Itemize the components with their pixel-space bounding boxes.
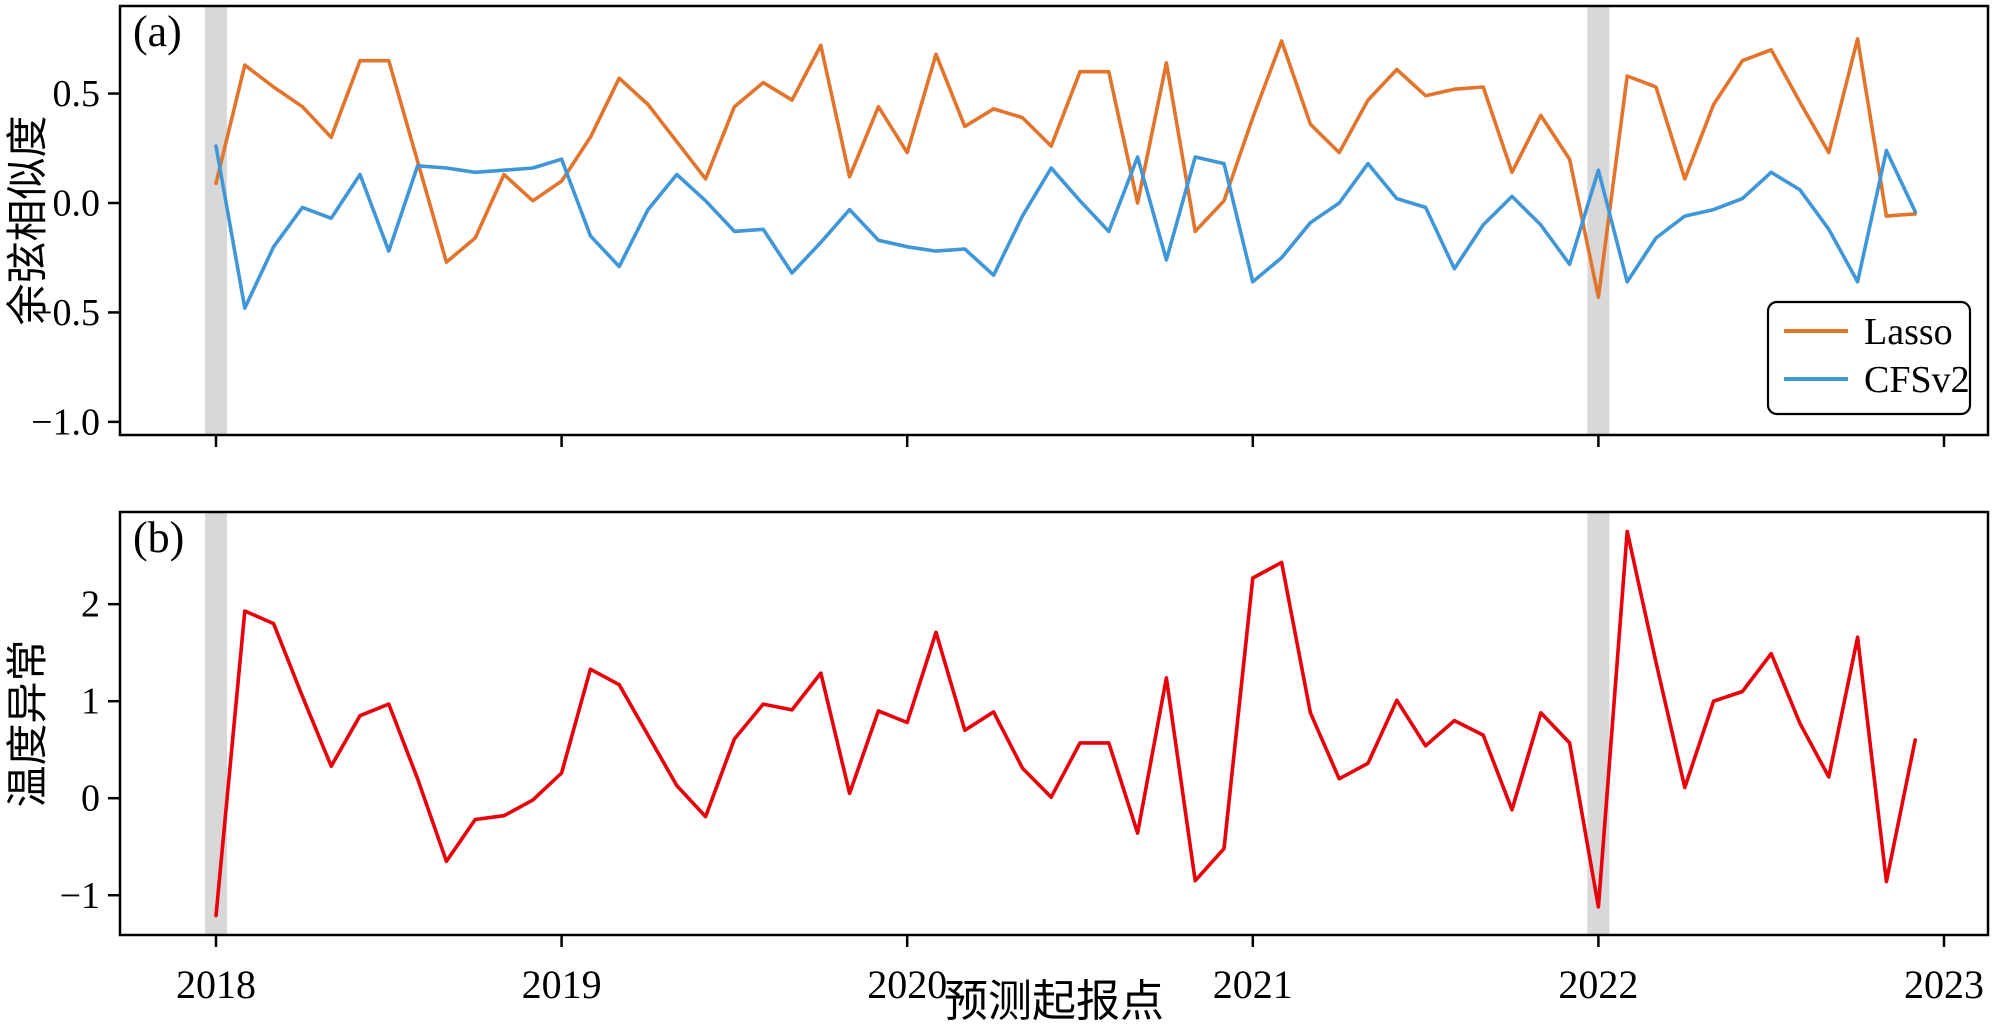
y-axis-title: 余弦相似度 — [5, 115, 52, 325]
y-axis-title: 温度异常 — [6, 639, 52, 807]
x-tick-label: 2021 — [1213, 962, 1293, 1007]
y-tick-label: −0.5 — [31, 292, 100, 334]
x-tick-label: 2022 — [1558, 962, 1638, 1007]
panel-label: (a) — [133, 7, 182, 56]
panel-b: 2018 2019 2020 2021 2022 2023 2 1 0 −1 (b) 温度异常 — [6, 510, 1990, 1007]
panel-a: 0.5 0.0 −0.5 −1.0 (a) 余弦相似度 Lasso CFSv2 — [5, 4, 1990, 447]
x-axis-title: 预测起报点 — [944, 977, 1164, 1025]
series-line-CFSv2 — [214, 144, 1917, 310]
event-shade-band — [1587, 6, 1610, 435]
y-tick-label: 0.0 — [53, 183, 101, 225]
series-line-Lasso — [214, 36, 1917, 299]
y-tick-label: 0 — [81, 778, 100, 820]
legend: Lasso CFSv2 — [1766, 300, 1972, 416]
y-tick-label: −1.0 — [31, 401, 100, 443]
y-tick-label: −1 — [60, 875, 100, 917]
axes-spines — [118, 510, 1990, 937]
event-shade-band — [205, 512, 227, 935]
legend-label: Lasso — [1864, 311, 1953, 353]
y-tick-label: 2 — [81, 584, 100, 626]
y-tick-label: 1 — [81, 681, 100, 723]
panel-label: (b) — [133, 513, 184, 562]
series-line-温度异常 — [214, 529, 1917, 918]
axes-spines — [118, 4, 1990, 437]
x-tick-label: 2023 — [1904, 962, 1984, 1007]
x-tick-label: 2020 — [867, 962, 947, 1007]
y-tick-label: 0.5 — [53, 73, 101, 115]
event-shade-band — [205, 6, 227, 435]
x-tick-label: 2018 — [176, 962, 256, 1007]
legend-label: CFSv2 — [1864, 359, 1970, 401]
x-tick-label: 2019 — [522, 962, 602, 1007]
